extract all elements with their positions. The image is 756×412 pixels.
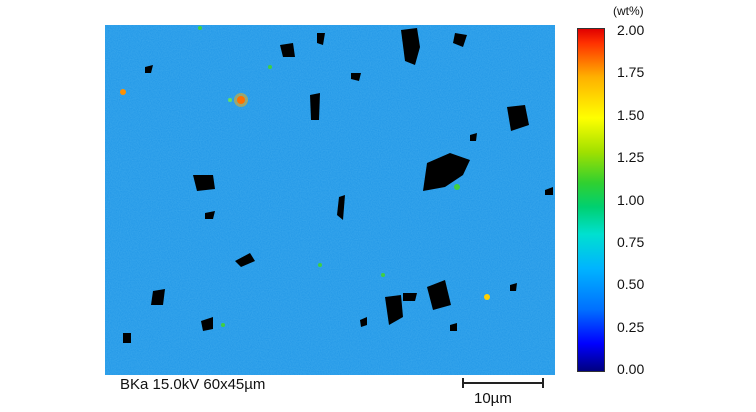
scale-bar-left-tick	[462, 378, 464, 388]
map-svg	[105, 25, 555, 375]
colorbar-tick-label: 1.00	[617, 191, 645, 208]
scale-bar	[462, 378, 544, 388]
void-regions	[123, 28, 553, 343]
colorbar-tick-label: 1.50	[617, 106, 645, 123]
colorbar-tick-label: 0.50	[617, 276, 645, 293]
colorbar-tick-label: 2.00	[617, 22, 645, 38]
colorbar-tick-label: 0.75	[617, 233, 645, 250]
colorbar-unit: (wt%)	[613, 4, 644, 18]
hotspot-regions	[120, 26, 490, 327]
colorbar-tick-label: 1.75	[617, 64, 645, 81]
scale-bar-right-tick	[542, 378, 544, 388]
elemental-map-image	[105, 25, 555, 375]
colorbar-tick-label: 0.00	[617, 361, 645, 377]
colorbar	[577, 28, 605, 372]
colorbar-tick-label: 1.25	[617, 149, 645, 166]
scale-bar-line	[462, 382, 544, 384]
map-caption: BKa 15.0kV 60x45µm	[120, 376, 266, 393]
scale-bar-label: 10µm	[474, 390, 512, 407]
colorbar-tick-label: 0.25	[617, 318, 645, 335]
